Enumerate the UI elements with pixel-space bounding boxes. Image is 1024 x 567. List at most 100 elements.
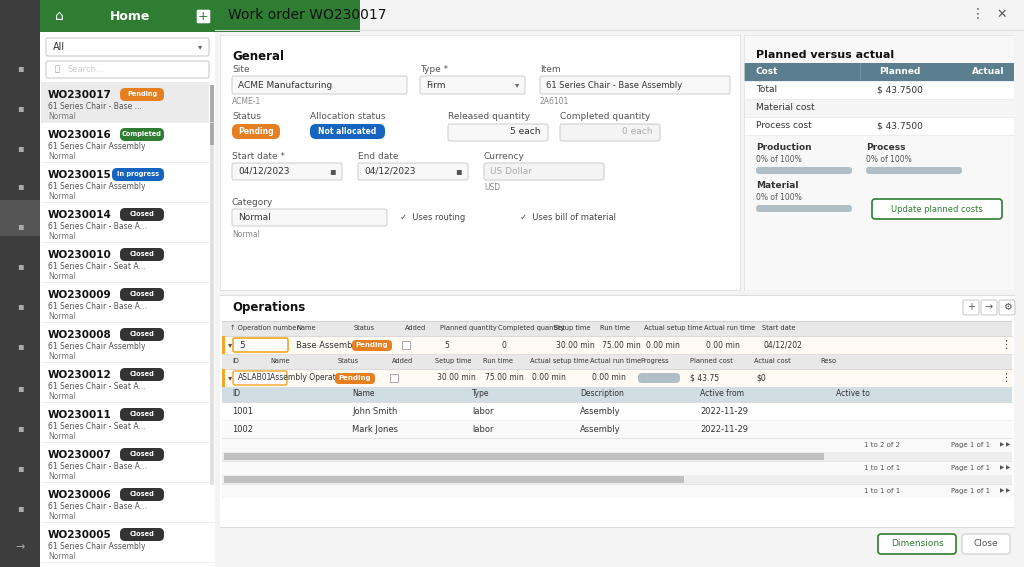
- FancyBboxPatch shape: [222, 420, 1012, 438]
- Text: Start date *: Start date *: [232, 152, 285, 161]
- Text: ID: ID: [232, 358, 239, 364]
- Text: ✓  Uses bill of material: ✓ Uses bill of material: [520, 213, 616, 222]
- FancyBboxPatch shape: [41, 362, 209, 402]
- Text: Assembly: Assembly: [580, 425, 621, 434]
- Text: WO230007: WO230007: [48, 450, 112, 460]
- Text: Cost: Cost: [756, 67, 778, 77]
- Text: Normal: Normal: [48, 392, 76, 401]
- Text: 0% of 100%: 0% of 100%: [756, 155, 802, 164]
- Text: Update planned costs: Update planned costs: [891, 205, 983, 214]
- Text: Progress: Progress: [640, 358, 669, 364]
- Text: Pending: Pending: [239, 126, 273, 136]
- FancyBboxPatch shape: [224, 453, 824, 460]
- Text: Base Assembly: Base Assembly: [296, 341, 359, 349]
- Text: ▪: ▪: [16, 341, 24, 351]
- FancyBboxPatch shape: [866, 167, 962, 174]
- FancyBboxPatch shape: [41, 442, 209, 482]
- FancyBboxPatch shape: [222, 336, 225, 354]
- Text: +: +: [967, 302, 975, 312]
- Text: 2A6101: 2A6101: [540, 97, 569, 106]
- FancyBboxPatch shape: [41, 322, 209, 362]
- Text: 0.00 min: 0.00 min: [706, 341, 740, 349]
- FancyBboxPatch shape: [222, 369, 1012, 387]
- Text: Setup time: Setup time: [435, 358, 471, 364]
- Text: Actual run time: Actual run time: [705, 325, 756, 331]
- FancyBboxPatch shape: [402, 341, 410, 349]
- Text: ⌂: ⌂: [55, 9, 63, 23]
- Text: 0% of 100%: 0% of 100%: [756, 193, 802, 202]
- Text: 30.00 min: 30.00 min: [437, 374, 476, 383]
- Text: 61 Series Chair - Base Assembly: 61 Series Chair - Base Assembly: [546, 81, 682, 90]
- FancyBboxPatch shape: [120, 288, 164, 301]
- FancyBboxPatch shape: [196, 9, 211, 24]
- Text: 61 Series Chair - Base A...: 61 Series Chair - Base A...: [48, 462, 146, 471]
- Text: labor: labor: [472, 425, 494, 434]
- FancyBboxPatch shape: [222, 321, 1012, 336]
- Text: $ 43.75: $ 43.75: [690, 374, 719, 383]
- FancyBboxPatch shape: [120, 328, 164, 341]
- FancyBboxPatch shape: [40, 0, 215, 567]
- Text: ▪: ▪: [16, 383, 24, 393]
- Text: 1 to 1 of 1: 1 to 1 of 1: [864, 465, 900, 471]
- Text: Mark Jones: Mark Jones: [352, 425, 398, 434]
- Text: ▾: ▾: [228, 341, 232, 349]
- Text: ↑ Operation number: ↑ Operation number: [230, 325, 299, 331]
- Text: Planned: Planned: [880, 67, 921, 77]
- FancyBboxPatch shape: [41, 242, 209, 282]
- Text: 61 Series Chair Assembly: 61 Series Chair Assembly: [48, 182, 145, 191]
- FancyBboxPatch shape: [484, 163, 604, 180]
- FancyBboxPatch shape: [232, 76, 407, 94]
- Text: Site: Site: [232, 65, 250, 74]
- Text: Completed quantity: Completed quantity: [498, 325, 564, 331]
- FancyBboxPatch shape: [120, 408, 164, 421]
- Text: Process cost: Process cost: [756, 121, 812, 130]
- Text: ▾: ▾: [515, 81, 519, 90]
- Text: WO230015: WO230015: [48, 170, 112, 180]
- FancyBboxPatch shape: [352, 340, 392, 351]
- Text: ▪: ▪: [456, 166, 462, 176]
- Text: $ 43.7500: $ 43.7500: [878, 86, 923, 95]
- Text: Active from: Active from: [700, 390, 744, 399]
- Text: Process: Process: [866, 143, 905, 152]
- FancyBboxPatch shape: [41, 402, 209, 442]
- Text: Material cost: Material cost: [756, 104, 815, 112]
- Text: Planned cost: Planned cost: [690, 358, 733, 364]
- FancyBboxPatch shape: [120, 208, 164, 221]
- Text: 0.00 min: 0.00 min: [646, 341, 680, 349]
- Text: WO230011: WO230011: [48, 410, 112, 420]
- FancyBboxPatch shape: [999, 300, 1015, 315]
- Text: ▪: ▪: [16, 261, 24, 271]
- FancyBboxPatch shape: [560, 124, 660, 141]
- Text: ID: ID: [232, 390, 240, 399]
- Text: Run time: Run time: [600, 325, 630, 331]
- Text: $ 43.7500: $ 43.7500: [878, 121, 923, 130]
- Text: Start date: Start date: [762, 325, 796, 331]
- Text: Assembly: Assembly: [580, 407, 621, 416]
- Text: Actual cost: Actual cost: [754, 358, 791, 364]
- Text: General: General: [232, 50, 284, 63]
- Text: Normal: Normal: [48, 112, 76, 121]
- Text: Completed quantity: Completed quantity: [560, 112, 650, 121]
- Text: Status: Status: [338, 358, 359, 364]
- Text: ▶: ▶: [1006, 466, 1010, 471]
- Text: →: →: [985, 302, 993, 312]
- Text: WO230016: WO230016: [48, 130, 112, 140]
- Text: Normal: Normal: [48, 552, 76, 561]
- Text: ACME-1: ACME-1: [232, 97, 261, 106]
- Text: Normal: Normal: [48, 152, 76, 161]
- Text: ✓  Uses routing: ✓ Uses routing: [400, 213, 465, 222]
- Text: Assembly Operator: Assembly Operator: [270, 374, 344, 383]
- Text: 75.00 min: 75.00 min: [485, 374, 523, 383]
- Text: Completed: Completed: [122, 131, 162, 137]
- Text: Planned quantity: Planned quantity: [440, 325, 497, 331]
- Text: Normal: Normal: [48, 432, 76, 441]
- FancyBboxPatch shape: [744, 117, 1014, 135]
- FancyBboxPatch shape: [41, 522, 209, 562]
- FancyBboxPatch shape: [41, 122, 209, 162]
- Text: Pending: Pending: [339, 375, 372, 381]
- FancyBboxPatch shape: [222, 387, 1012, 402]
- FancyBboxPatch shape: [390, 374, 398, 382]
- FancyBboxPatch shape: [220, 295, 1014, 567]
- FancyBboxPatch shape: [41, 282, 209, 322]
- Text: 30.00 min: 30.00 min: [556, 341, 595, 349]
